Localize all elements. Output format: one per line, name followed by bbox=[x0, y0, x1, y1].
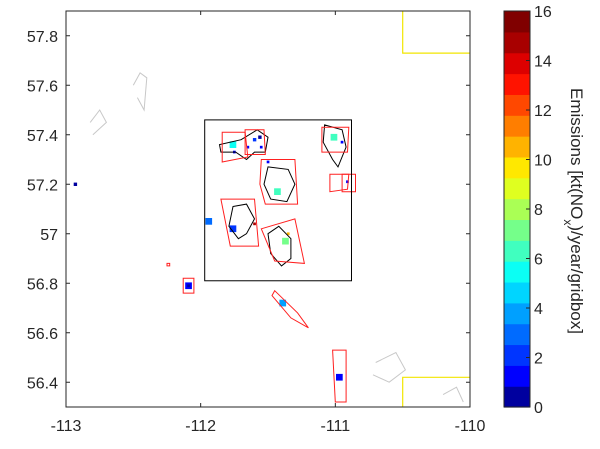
emission-cell bbox=[73, 182, 78, 186]
colorbar-tick-label: 8 bbox=[534, 202, 543, 219]
land-outline bbox=[322, 124, 347, 168]
colorbar-label-sub: x bbox=[561, 219, 575, 225]
emission-cell bbox=[286, 232, 290, 236]
x-axis-ticks: -113 -112 -111 -110 bbox=[51, 11, 486, 435]
colorbar-tick-label: 6 bbox=[534, 252, 543, 269]
emission-cell bbox=[259, 145, 263, 149]
source-outline bbox=[221, 131, 249, 163]
y-tick-label: 57.8 bbox=[27, 29, 58, 46]
colorbar-segment bbox=[504, 73, 530, 95]
colorbar-segment bbox=[504, 52, 530, 75]
colorbar-segment bbox=[504, 115, 530, 137]
y-tick-label: 56.4 bbox=[27, 375, 58, 392]
colorbar-segment bbox=[504, 156, 530, 179]
colorbar-tick-label: 4 bbox=[534, 301, 543, 318]
x-tick-label: -112 bbox=[185, 418, 216, 435]
colorbar-segment bbox=[504, 261, 530, 283]
shoreline-outline bbox=[89, 109, 108, 136]
emission-cell bbox=[229, 141, 237, 148]
source-outline bbox=[259, 159, 299, 205]
emission-cell bbox=[252, 138, 257, 142]
x-tick-label: -113 bbox=[51, 418, 82, 435]
shoreline-outline bbox=[132, 72, 148, 112]
colorbar-segment bbox=[504, 31, 530, 54]
domain-inner-box bbox=[204, 119, 352, 282]
colorbar-segment bbox=[504, 365, 530, 387]
province-boundary-line bbox=[402, 376, 470, 407]
plot-background bbox=[66, 11, 470, 407]
source-outline bbox=[220, 198, 260, 247]
land-outline bbox=[263, 166, 296, 203]
colorbar-segment bbox=[504, 177, 530, 200]
colorbar-segment bbox=[504, 323, 530, 346]
colorbar-segment bbox=[504, 302, 530, 325]
colorbar-segment bbox=[504, 11, 530, 33]
shoreline-outline bbox=[442, 386, 464, 403]
emission-cell bbox=[282, 237, 289, 245]
colorbar-segment bbox=[504, 94, 530, 116]
emission-cell bbox=[274, 188, 281, 195]
colorbar-label-post: )/year/gridbox] bbox=[567, 225, 586, 334]
emission-cell bbox=[336, 373, 343, 381]
colorbar-tick-label: 0 bbox=[534, 400, 543, 417]
shoreline-outline bbox=[372, 351, 407, 383]
source-outline bbox=[244, 129, 266, 155]
colorbar-tick-label: 14 bbox=[534, 54, 552, 71]
emission-cell bbox=[187, 284, 190, 288]
shoreline-layer bbox=[89, 72, 464, 403]
emission-cell bbox=[279, 299, 287, 307]
y-tick-label: 57.6 bbox=[27, 78, 58, 95]
colorbar-segment bbox=[504, 219, 530, 241]
colorbar-segment bbox=[504, 281, 530, 304]
colorbar: 0 2 4 6 8 10 12 14 16 Emissions [kt(NOx)/year/gr… bbox=[503, 4, 586, 417]
land-outline bbox=[267, 225, 292, 267]
colorbar-tick-label: 10 bbox=[534, 153, 552, 170]
y-tick-label: 57 bbox=[40, 227, 58, 244]
y-tick-label: 56.8 bbox=[27, 276, 58, 293]
land-outline-layer bbox=[218, 124, 347, 267]
colorbar-segment bbox=[504, 136, 530, 158]
emission-cell bbox=[258, 135, 262, 139]
x-tick-label: -111 bbox=[321, 418, 351, 435]
y-tick-label: 57.2 bbox=[27, 177, 58, 194]
land-outline bbox=[228, 203, 256, 240]
colorbar-segment bbox=[504, 240, 530, 262]
colorbar-segment bbox=[504, 386, 530, 408]
source-outline-layer bbox=[166, 126, 356, 403]
colorbar-tick-label: 16 bbox=[534, 4, 552, 21]
source-outline bbox=[332, 349, 347, 403]
source-outline bbox=[271, 289, 309, 329]
colorbar-segment bbox=[504, 344, 530, 366]
x-tick-label: -110 bbox=[455, 418, 486, 435]
emission-cell bbox=[266, 160, 270, 164]
y-axis-ticks: 56.4 56.6 56.8 57 57.2 57.4 57.6 57.8 bbox=[27, 29, 470, 392]
emission-cell bbox=[205, 218, 213, 225]
colorbar-segment bbox=[504, 198, 530, 221]
land-outline bbox=[218, 129, 269, 161]
y-tick-label: 57.4 bbox=[27, 128, 58, 145]
colorbar-ticks: 0 2 4 6 8 10 12 14 16 bbox=[526, 4, 552, 417]
colorbar-tick-label: 12 bbox=[534, 103, 552, 120]
colorbar-tick-label: 2 bbox=[534, 351, 543, 368]
colorbar-label-pre: Emissions [kt(NO bbox=[567, 88, 586, 219]
emission-cell bbox=[229, 225, 237, 233]
emission-cell bbox=[346, 180, 349, 184]
y-tick-label: 56.6 bbox=[27, 326, 58, 343]
colorbar-segments bbox=[504, 11, 530, 408]
emission-cell bbox=[246, 145, 250, 149]
source-outline bbox=[321, 126, 350, 153]
source-outline bbox=[166, 262, 171, 267]
province-boundary-line bbox=[402, 11, 470, 54]
boundary-layer bbox=[402, 11, 470, 407]
map-plot-area: -113 -112 -111 -110 56.456.656.85757.257.45… bbox=[27, 10, 486, 435]
emission-cell bbox=[330, 133, 338, 141]
source-outline bbox=[182, 277, 195, 294]
emission-cell bbox=[253, 222, 256, 226]
source-outline bbox=[260, 218, 306, 264]
colorbar-label: Emissions [kt(NOx)/year/gridbox] bbox=[561, 88, 586, 334]
emission-cell bbox=[340, 140, 344, 144]
plot-frame bbox=[65, 10, 471, 408]
